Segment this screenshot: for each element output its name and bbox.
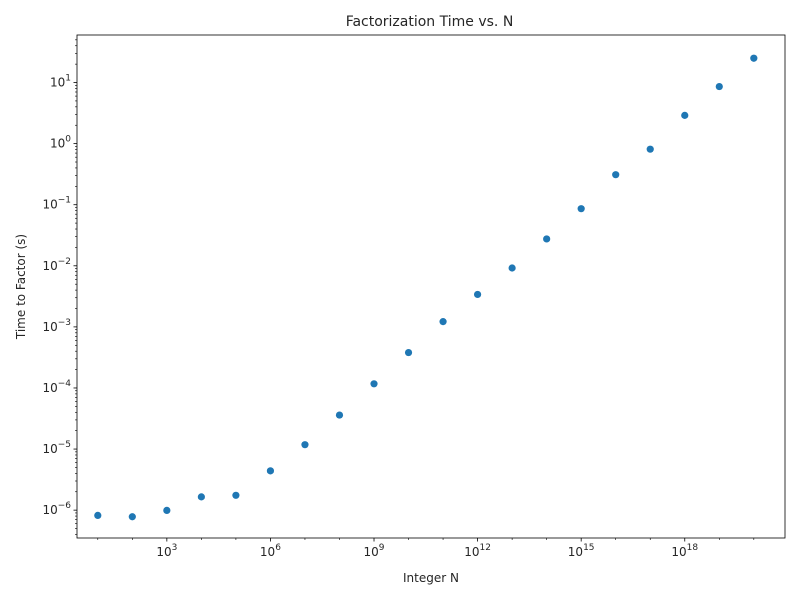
x-axis-label: Integer N	[403, 571, 459, 585]
data-point	[301, 441, 309, 449]
x-tick-label: 1015	[568, 543, 595, 559]
data-point	[163, 506, 171, 515]
y-tick-label: 10−4	[42, 379, 71, 395]
plot-area	[77, 35, 785, 538]
x-tick-label: 103	[156, 543, 177, 559]
data-point	[681, 111, 689, 119]
data-point	[612, 171, 620, 179]
x-tick-label: 1012	[464, 543, 491, 559]
data-point	[404, 348, 413, 357]
data-point	[715, 82, 723, 91]
data-point	[370, 380, 378, 388]
data-points	[94, 54, 758, 521]
data-point	[439, 318, 447, 326]
y-tick-label: 100	[50, 135, 71, 151]
x-tick-label: 1018	[671, 543, 698, 559]
data-point	[94, 511, 102, 520]
x-tick-label: 106	[260, 543, 281, 559]
data-point	[197, 493, 205, 501]
data-point	[266, 467, 275, 475]
y-tick-label: 10−5	[42, 440, 71, 456]
y-tick-label: 10−2	[42, 257, 71, 273]
data-point	[128, 513, 136, 521]
data-point	[473, 290, 482, 299]
y-axis-label: Time to Factor (s)	[14, 234, 28, 340]
plot-frame	[76, 34, 786, 539]
data-point	[577, 205, 585, 213]
data-point	[750, 54, 758, 62]
chart-title: Factorization Time vs. N	[346, 14, 514, 30]
x-axis-ticks: 103 106 109 1012 1015 1018	[97, 538, 755, 559]
y-tick-label: 101	[50, 74, 71, 90]
data-point	[335, 411, 344, 419]
data-point	[508, 264, 516, 272]
data-point	[232, 491, 240, 499]
y-tick-label: 10−3	[42, 318, 71, 334]
data-point	[543, 235, 551, 243]
x-tick-label: 109	[364, 543, 385, 559]
data-point	[646, 145, 654, 153]
y-tick-label: 10−1	[42, 196, 71, 212]
y-tick-label: 10−6	[42, 501, 71, 517]
y-axis-ticks: 10−6 10−5 10−4 10−3 10−2 10−1 100 101	[42, 39, 77, 535]
